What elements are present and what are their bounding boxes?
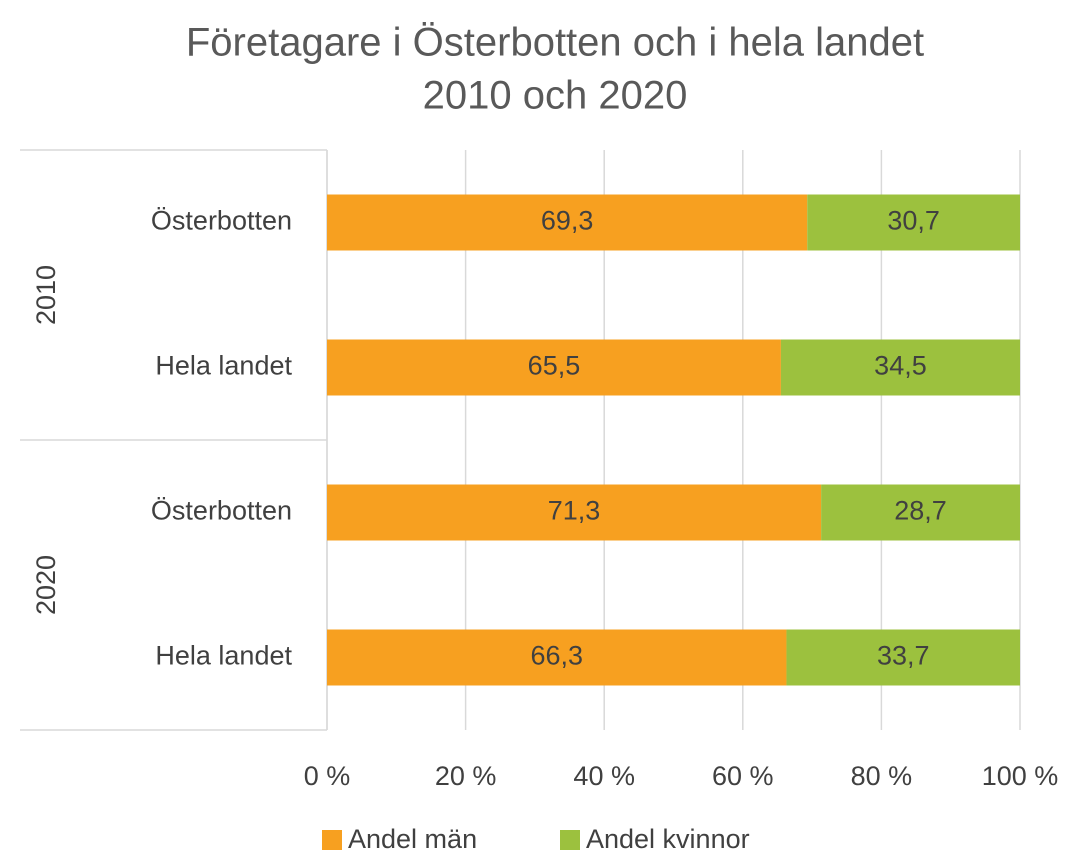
group-label: 2020: [31, 555, 61, 615]
legend-swatch: [322, 830, 342, 850]
data-label: 30,7: [887, 206, 940, 236]
chart-title: Företagare i Österbotten och i hela land…: [186, 21, 924, 65]
bar-segment: [821, 484, 1020, 541]
legend-label: Andel kvinnor: [586, 824, 750, 854]
legend-label: Andel män: [348, 824, 477, 854]
bar-segment: [780, 339, 1020, 396]
bar-segment: [327, 194, 808, 251]
data-label: 33,7: [877, 641, 930, 671]
y-tick-label: Hela landet: [155, 351, 292, 381]
x-tick-label: 40 %: [573, 761, 635, 791]
bar-segment: [786, 629, 1020, 686]
y-tick-label: Hela landet: [155, 641, 292, 671]
data-label: 28,7: [894, 496, 947, 526]
x-tick-label: 80 %: [851, 761, 913, 791]
data-label: 66,3: [530, 641, 583, 671]
group-label: 2010: [31, 265, 61, 325]
bar-segment: [327, 339, 781, 396]
bar-segment: [807, 194, 1020, 251]
x-tick-label: 100 %: [982, 761, 1059, 791]
chart-title: 2010 och 2020: [423, 74, 688, 118]
data-label: 65,5: [528, 351, 581, 381]
data-label: 34,5: [874, 351, 927, 381]
data-label: 71,3: [548, 496, 601, 526]
x-tick-label: 0 %: [304, 761, 351, 791]
bar-segment: [327, 484, 822, 541]
x-tick-label: 20 %: [435, 761, 497, 791]
bar-segment: [327, 629, 787, 686]
legend-swatch: [560, 830, 580, 850]
x-tick-label: 60 %: [712, 761, 774, 791]
data-label: 69,3: [541, 206, 594, 236]
y-tick-label: Österbotten: [151, 206, 292, 236]
y-tick-label: Österbotten: [151, 496, 292, 526]
